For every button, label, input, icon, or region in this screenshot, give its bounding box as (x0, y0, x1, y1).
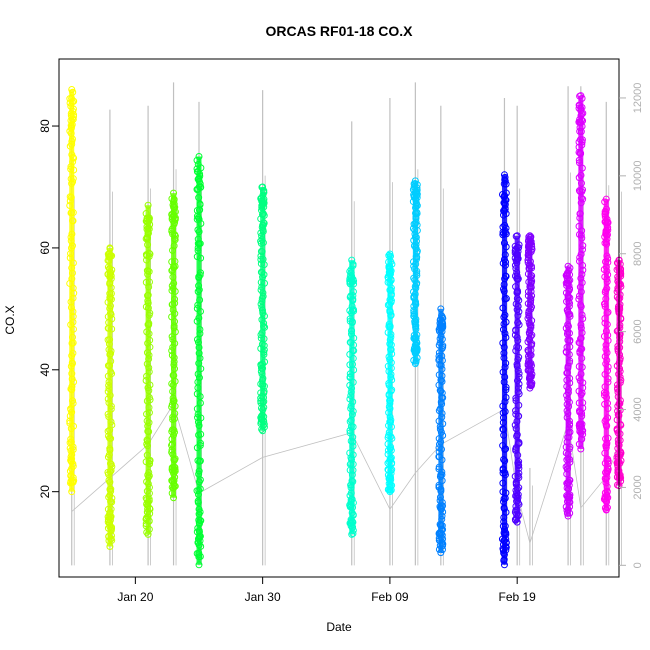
y-tick-label: 80 (38, 119, 52, 133)
flight-series (524, 232, 536, 392)
flight-series (193, 153, 205, 569)
flight-series (66, 85, 78, 496)
y-tick-label: 40 (38, 363, 52, 377)
data-point (513, 232, 521, 240)
data-point (437, 549, 445, 557)
data-point (144, 201, 152, 209)
secondary-y-tick-label: 0 (632, 562, 644, 568)
data-point (68, 488, 76, 496)
secondary-y-axis: 0 2000 4000 6000 8000 10000 12000 (619, 83, 644, 568)
data-point (437, 305, 445, 313)
plot-frame (58, 58, 620, 578)
x-axis: Jan 20 Jan 30 Feb 09 Feb 19 (117, 577, 536, 604)
data-point (411, 177, 419, 185)
data-point (195, 561, 203, 569)
flight-series (346, 256, 358, 538)
data-point (513, 518, 521, 526)
x-tick-label: Jan 30 (245, 590, 281, 604)
flight-series (511, 232, 523, 526)
data-point (106, 244, 114, 252)
x-axis-label: Date (326, 620, 352, 634)
y-axis: 20 40 60 80 (38, 119, 59, 498)
data-point (526, 384, 534, 392)
data-point (500, 171, 508, 179)
data-point (577, 445, 585, 453)
secondary-y-tick-label: 12000 (632, 83, 644, 114)
data-points-layer (66, 85, 625, 569)
secondary-series-line (71, 402, 620, 545)
flight-series (257, 183, 269, 435)
flight-series (142, 201, 154, 538)
data-point (259, 427, 267, 435)
x-tick-label: Feb 09 (371, 590, 409, 604)
secondary-y-tick-label: 4000 (632, 397, 644, 421)
data-point (602, 506, 610, 514)
data-point (348, 530, 356, 538)
secondary-y-tick-label: 8000 (632, 241, 644, 265)
x-tick-label: Feb 19 (499, 590, 537, 604)
data-point (68, 85, 76, 93)
data-point (348, 256, 356, 264)
data-point (144, 530, 152, 538)
data-point (577, 92, 585, 100)
secondary-series-layer (71, 82, 622, 566)
data-point (602, 195, 610, 203)
flight-series (575, 92, 587, 453)
flight-series (562, 262, 574, 520)
secondary-y-tick-label: 6000 (632, 319, 644, 343)
data-point (195, 153, 203, 161)
data-point (564, 262, 572, 270)
flight-series (384, 250, 396, 496)
data-point (170, 189, 178, 197)
secondary-y-tick-label: 2000 (632, 475, 644, 499)
flight-series (600, 195, 612, 514)
flight-series (435, 305, 447, 557)
y-axis-label: CO.X (3, 305, 17, 334)
data-point (259, 183, 267, 191)
y-tick-label: 60 (38, 241, 52, 255)
flight-series (168, 189, 179, 502)
secondary-y-tick-label: 10000 (632, 161, 644, 192)
data-point (386, 250, 394, 258)
data-point (170, 494, 178, 502)
data-point (564, 512, 572, 520)
chart-title: ORCAS RF01-18 CO.X (265, 23, 413, 39)
flight-series (409, 177, 421, 368)
flight-series (498, 171, 510, 569)
data-point (526, 232, 534, 240)
data-point (411, 360, 419, 368)
data-point (500, 561, 508, 569)
flight-series (104, 244, 116, 551)
y-tick-label: 20 (38, 485, 52, 499)
data-point (386, 488, 394, 496)
x-tick-label: Jan 20 (117, 590, 153, 604)
data-point (106, 543, 114, 551)
